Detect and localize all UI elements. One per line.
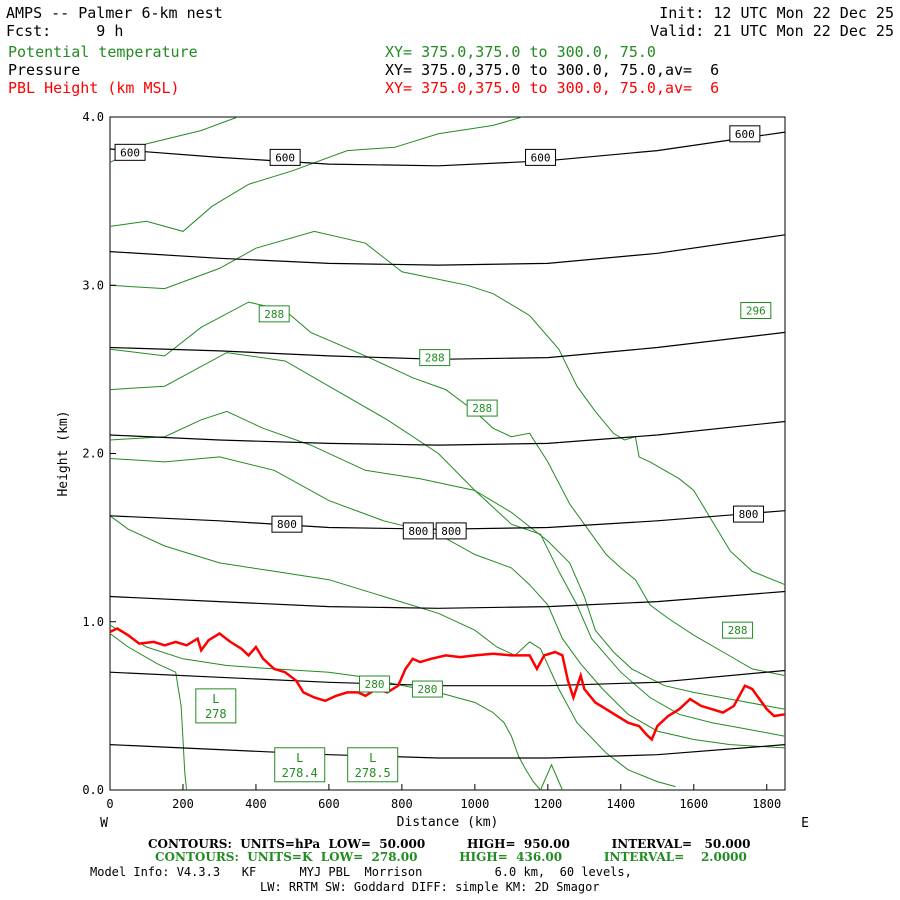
x-tick-label: 1600 xyxy=(679,797,708,811)
init-time: Init: 12 UTC Mon 22 Dec 25 xyxy=(659,4,894,22)
x-tick-label: 400 xyxy=(245,797,267,811)
minimum-marker-box xyxy=(274,747,326,783)
pressure-contours-info: CONTOURS: UNITS=hPa LOW= 50.000 HIGH= 95… xyxy=(148,837,751,851)
valid-time: Valid: 21 UTC Mon 22 Dec 25 xyxy=(650,22,894,40)
x-axis-west-label: W xyxy=(100,816,108,831)
theta-label-box xyxy=(359,675,391,693)
minimum-marker-box xyxy=(195,688,237,724)
theta-contour-line xyxy=(109,410,786,737)
pressure-label: 600 xyxy=(275,151,295,164)
pressure-contour-650 xyxy=(109,234,786,266)
pressure-label: 800 xyxy=(277,518,297,531)
theta-label: 280 xyxy=(365,678,385,691)
field-pbl-label: PBL Height (km MSL) xyxy=(8,79,180,97)
theta-contour-line xyxy=(109,230,786,586)
y-axis-title: Height (km) xyxy=(56,410,71,496)
pressure-label-box xyxy=(525,148,557,166)
field-theta-label: Potential temperature xyxy=(8,43,198,61)
pressure-label: 800 xyxy=(441,525,461,538)
theta-contour-line xyxy=(109,515,676,788)
theta-label: 296 xyxy=(746,304,766,317)
theta-label-box xyxy=(722,621,754,639)
pressure-contour-900 xyxy=(109,669,786,687)
pressure-label-box xyxy=(271,515,303,533)
model-info-line1: Model Info: V4.3.3 KF MYJ PBL Morrison 6… xyxy=(90,865,632,879)
xy-theta: XY= 375.0,375.0 to 300.0, 75.0 xyxy=(385,43,656,61)
pressure-label-box xyxy=(435,522,467,540)
pressure-label: 600 xyxy=(120,146,140,159)
x-tick-label: 600 xyxy=(318,797,340,811)
theta-contour-line xyxy=(109,456,786,749)
theta-contour-line xyxy=(109,352,786,710)
theta-label-box xyxy=(740,301,772,319)
minimum-marker-box xyxy=(347,747,399,783)
pressure-label-box xyxy=(729,125,761,143)
theta-label: 288 xyxy=(472,402,492,415)
theta-contour-line xyxy=(109,633,188,791)
xy-pbl: XY= 375.0,375.0 to 300.0, 75.0,av= 6 xyxy=(385,79,720,97)
pressure-label-box xyxy=(269,148,301,166)
x-tick-label: 1000 xyxy=(460,797,489,811)
model-info-line2: LW: RRTM SW: Goddard DIFF: simple KM: 2D… xyxy=(260,880,600,894)
minimum-marker-label: L xyxy=(212,692,219,706)
pressure-contour-600 xyxy=(109,131,786,167)
pbl-height-line xyxy=(109,627,786,742)
theta-label: 288 xyxy=(264,308,284,321)
x-tick-label: 800 xyxy=(391,797,413,811)
x-axis-east-label: E xyxy=(801,816,809,831)
x-tick-label: 1800 xyxy=(752,797,781,811)
theta-contour-line xyxy=(109,624,541,791)
plot-title: AMPS -- Palmer 6-km nest xyxy=(6,4,223,22)
y-tick-label: 3.0 xyxy=(82,278,104,292)
minimum-marker-value: 278.4 xyxy=(282,766,318,780)
x-axis-title: Distance (km) xyxy=(397,815,499,830)
minimum-marker-label: L xyxy=(369,751,376,765)
xy-pressure: XY= 375.0,375.0 to 300.0, 75.0,av= 6 xyxy=(385,61,720,79)
theta-label-box xyxy=(419,349,451,367)
theta-contour-line xyxy=(109,116,523,232)
pressure-contour-850 xyxy=(109,590,786,609)
theta-label-box xyxy=(466,399,498,417)
theta-label-box xyxy=(258,305,290,323)
x-tick-label: 0 xyxy=(106,797,113,811)
pressure-label-box xyxy=(114,143,146,161)
theta-contours-info: CONTOURS: UNITS=K LOW= 278.00 HIGH= 436.… xyxy=(155,850,747,864)
minimum-marker-value: 278 xyxy=(205,707,227,721)
pressure-label: 600 xyxy=(531,151,551,164)
y-tick-label: 1.0 xyxy=(82,615,104,629)
pressure-label: 800 xyxy=(739,508,759,521)
theta-label: 288 xyxy=(425,352,445,365)
x-tick-label: 200 xyxy=(172,797,194,811)
y-tick-label: 0.0 xyxy=(82,783,104,797)
minimum-marker-label: L xyxy=(296,751,303,765)
pressure-label: 800 xyxy=(408,525,428,538)
pressure-label: 600 xyxy=(735,128,755,141)
x-tick-label: 1400 xyxy=(606,797,635,811)
pressure-label-box xyxy=(402,522,434,540)
minimum-marker-value: 278.5 xyxy=(355,766,391,780)
x-tick-label: 1200 xyxy=(533,797,562,811)
forecast-hour: Fcst: 9 h xyxy=(6,22,124,40)
theta-label-box xyxy=(411,680,443,698)
pressure-contour-750 xyxy=(109,420,786,446)
y-tick-label: 4.0 xyxy=(82,110,104,124)
theta-label: 288 xyxy=(728,624,748,637)
theta-label: 280 xyxy=(417,683,437,696)
field-pressure-label: Pressure xyxy=(8,61,81,79)
pressure-contour-950 xyxy=(109,744,786,759)
pressure-label-box xyxy=(733,505,765,523)
y-tick-label: 2.0 xyxy=(82,447,104,461)
theta-contour-line xyxy=(540,763,563,791)
